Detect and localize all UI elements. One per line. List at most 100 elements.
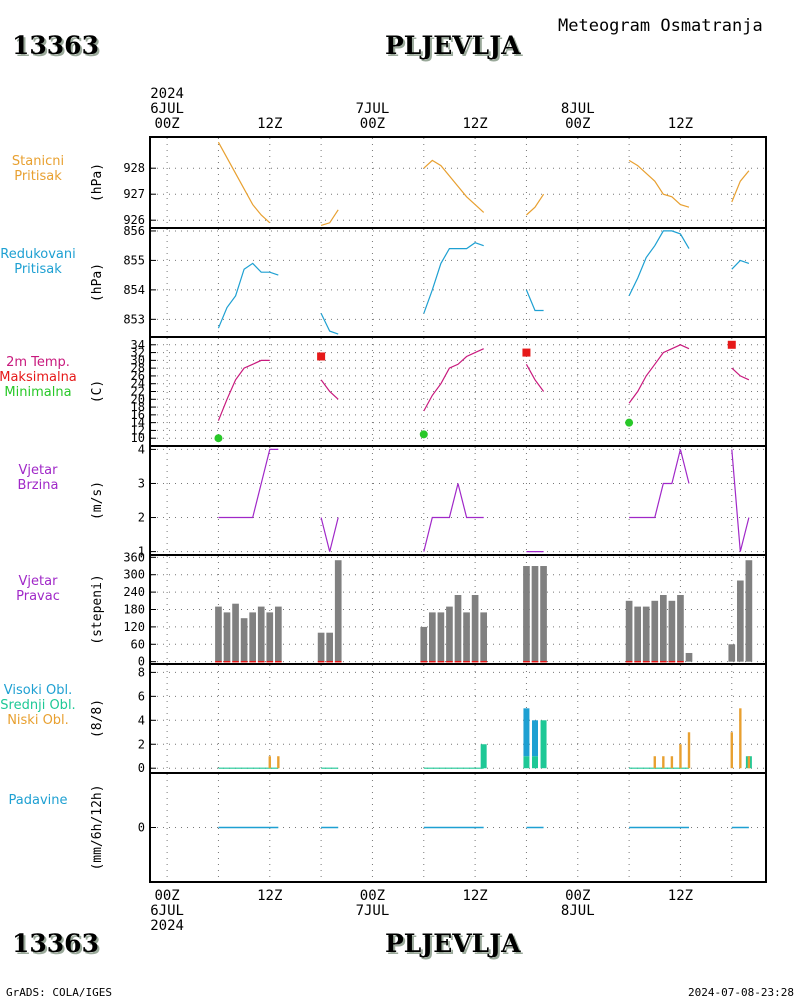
series-line [525, 364, 545, 392]
top-axis-label: 00Z [360, 116, 385, 132]
min-temp-marker [419, 430, 428, 439]
mid-cloud-bar [480, 744, 487, 769]
panel-label: Brzina [18, 478, 59, 493]
panel-frame [149, 227, 767, 338]
chart-subtitle: Meteogram Osmatranja [558, 16, 763, 36]
wind-direction-bar [685, 652, 693, 662]
series-line [628, 344, 690, 404]
series-line [731, 170, 750, 203]
ytick-label: 300 [123, 568, 145, 582]
wind-direction-bar [668, 600, 676, 662]
ytick-label: 854 [123, 283, 145, 297]
ytick-label: 12 [131, 423, 145, 437]
wind-direction-bar [736, 580, 744, 662]
high-cloud-bar [532, 720, 538, 757]
low-cloud-bar [730, 732, 733, 769]
bottom-axis-label: 8JUL [561, 903, 595, 919]
wind-direction-bar [223, 612, 231, 662]
ytick-label: 18 [131, 400, 145, 414]
top-axis-label: 8JUL [561, 101, 595, 117]
panel-label: Srednji Obl. [0, 698, 75, 713]
ytick-label: 240 [123, 585, 145, 599]
wind-direction-bar [625, 600, 633, 662]
footer: 13363 13363 PLJEVLJA PLJEVLJA GrADS: COL… [6, 929, 794, 999]
ytick-label: 26 [131, 369, 145, 383]
top-axis-label: 12Z [257, 116, 282, 132]
ytick-label: 60 [131, 637, 145, 651]
wind-direction-bar [480, 612, 488, 662]
panel-label: Stanicni [12, 154, 64, 169]
mid-cloud-bar [532, 756, 538, 769]
ytick-label: 6 [138, 689, 145, 703]
ytick-label: 180 [123, 603, 145, 617]
wind-direction-bar [428, 612, 436, 662]
series-line [320, 209, 339, 226]
wind-direction-bar [215, 606, 222, 662]
ytick-label: 10 [131, 431, 145, 445]
wind-direction-bar [531, 566, 539, 662]
low-cloud-bar [268, 756, 271, 769]
ytick-label: 928 [123, 161, 145, 175]
series-line [320, 379, 339, 400]
series-line [423, 242, 484, 314]
wind-direction-bar [540, 566, 547, 662]
top-axis-label: 2024 [150, 86, 184, 102]
top-axis-label: 12Z [668, 116, 693, 132]
ytick-label: 4 [138, 442, 145, 456]
ytick-label: 120 [123, 620, 145, 634]
station-id-shadow: 13363 [14, 33, 101, 62]
footer-station-name: PLJEVLJA [385, 929, 521, 958]
series-line [218, 448, 279, 519]
ytick-label: 0 [138, 761, 145, 775]
mid-cloud-bar [540, 720, 547, 769]
panel-label: Maksimalna [0, 370, 77, 385]
top-axis-label: 00Z [565, 116, 590, 132]
low-cloud-bar [277, 756, 280, 769]
panel-label: Visoki Obl. [4, 683, 72, 698]
wind-direction-bar [651, 600, 659, 662]
ytick-label: 34 [131, 338, 145, 352]
wind-direction-bar [420, 626, 428, 662]
credit: GrADS: COLA/IGES [6, 986, 112, 999]
wind-direction-bar [446, 606, 453, 662]
ytick-label: 2 [138, 737, 145, 751]
panel-label: Pravac [16, 589, 60, 604]
bottom-axis-label: 7JUL [356, 903, 390, 919]
ytick-label: 4 [138, 713, 145, 727]
panel-6: 0 2 4 6 8 Visoki Obl.Srednji Obl.Niski Obl. (8… [0, 663, 767, 775]
bottom-axis-label: 00Z [565, 888, 590, 904]
series-line [731, 367, 750, 381]
header: 13363 13363 PLJEVLJA PLJEVLJA Meteogram … [12, 16, 763, 62]
panel-frame [149, 445, 767, 556]
wind-direction-bar [437, 612, 445, 662]
min-temp-marker [214, 434, 223, 443]
wind-direction-bar [642, 606, 650, 662]
top-axis-label: 6JUL [150, 101, 184, 117]
ytick-label: 926 [123, 213, 145, 227]
station-name: PLJEVLJA [385, 31, 521, 60]
panel-label: Vjetar [19, 463, 59, 478]
low-cloud-bar [653, 756, 656, 769]
wind-direction-bar [523, 566, 530, 662]
ytick-label: 0 [138, 655, 145, 669]
y-axis-label: (mm/6h/12h) [90, 784, 105, 870]
bottom-axis-label: 00Z [360, 888, 385, 904]
panel-label: 2m Temp. [6, 355, 70, 370]
series-line [731, 259, 750, 270]
wind-direction-bar [240, 618, 248, 662]
bottom-axis-label: 00Z [154, 888, 179, 904]
ytick-label: 360 [123, 550, 145, 564]
bottom-axis-label: 6JUL [150, 903, 184, 919]
low-cloud-bar [679, 744, 682, 769]
panel-frame [149, 136, 767, 229]
wind-direction-bar [454, 595, 462, 662]
wind-direction-bar [274, 606, 282, 662]
wind-direction-bar [257, 606, 265, 662]
bottom-axis-label: 2024 [150, 918, 184, 934]
ytick-label: 3 [138, 476, 145, 490]
